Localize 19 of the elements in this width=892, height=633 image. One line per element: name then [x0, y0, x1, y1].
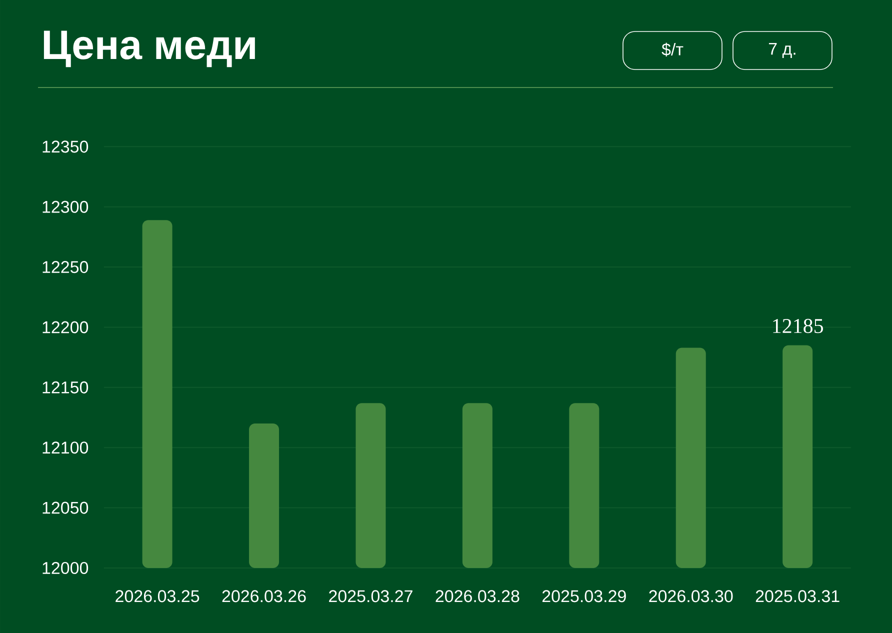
- y-tick-label: 12200: [42, 321, 88, 334]
- x-tick-label: 2025.03.29: [542, 590, 626, 602]
- x-tick-label: 2026.03.25: [116, 590, 200, 602]
- y-tick-label: 12100: [42, 442, 88, 454]
- x-tick-label: 2026.03.26: [222, 590, 306, 602]
- y-tick-label: 12000: [42, 562, 88, 574]
- x-tick-label: 2026.03.28: [436, 590, 520, 602]
- x-tick-label: 2025.03.27: [329, 590, 412, 602]
- y-tick-label: 12150: [42, 381, 88, 394]
- y-tick-label: 12300: [42, 200, 88, 213]
- x-tick-label: 2026.03.30: [649, 590, 733, 602]
- data-label: 12185: [773, 318, 824, 334]
- y-tick-label: 12050: [42, 502, 88, 514]
- text: 7 д.: [768, 42, 796, 58]
- y-tick-label: 12350: [42, 140, 88, 153]
- chart-title: Цена меди: [44, 30, 255, 68]
- text: $/т: [662, 42, 684, 56]
- x-tick-label: 2025.03.31: [756, 590, 840, 602]
- y-tick-label: 12250: [42, 261, 88, 274]
